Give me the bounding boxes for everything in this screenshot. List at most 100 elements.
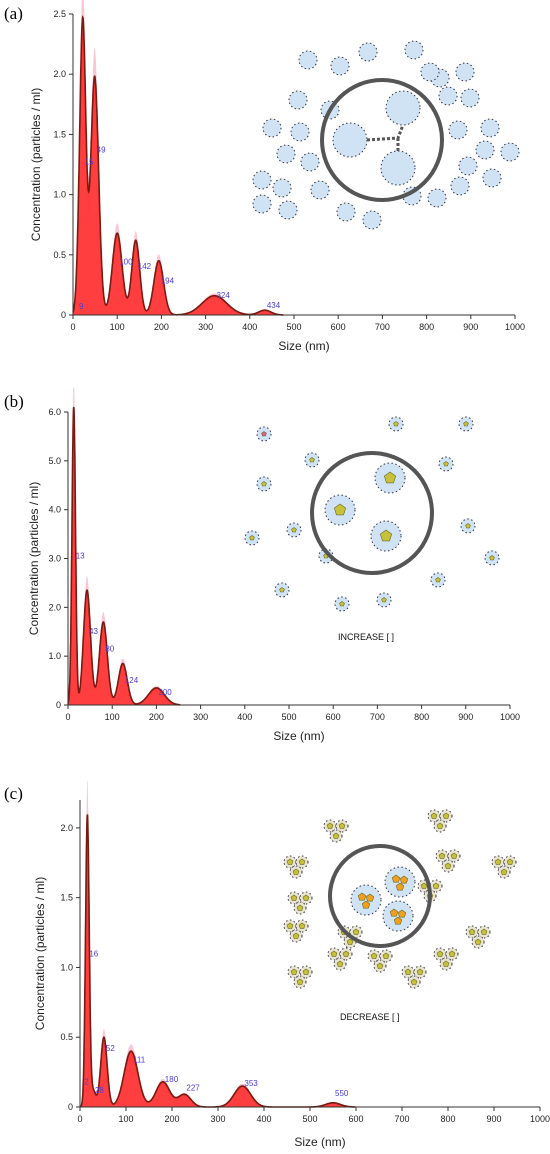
panel-label: (c) (4, 784, 23, 803)
x-tick-label: 1000 (500, 712, 520, 722)
x-tick-label: 100 (118, 1114, 133, 1124)
y-axis-title: Concentration (particles / ml) (29, 88, 43, 241)
x-tick-label: 900 (463, 322, 478, 332)
cargo-shape (302, 968, 310, 975)
small-vesicle (298, 50, 318, 70)
y-tick-label: 0.5 (60, 1032, 73, 1042)
x-tick-label: 200 (164, 1114, 179, 1124)
cargo-shape (302, 894, 310, 901)
peak-label: 49 (97, 145, 106, 154)
cargo-shape (443, 461, 449, 467)
cargo-shape (393, 421, 399, 427)
panel-label: (b) (4, 392, 24, 411)
cargo-shape (430, 812, 438, 819)
x-tick-label: 800 (440, 1114, 455, 1124)
y-tick-label: 1.5 (53, 129, 66, 139)
cargo-shape (292, 932, 300, 939)
x-tick-label: 500 (302, 1114, 317, 1124)
small-vesicle (358, 42, 378, 62)
small-vesicle (427, 188, 447, 208)
x-tick-label: 900 (458, 712, 473, 722)
cargo-shape (286, 922, 294, 929)
size-distribution-chart-a: 0 100 200 300 400 500 600 700 800 900 1000 0 0.5 1.0 1… (29, 0, 525, 353)
peak-label: 124 (125, 676, 139, 685)
cargo-shape (393, 916, 403, 925)
cargo-shape (291, 527, 297, 533)
distribution-line (67, 406, 181, 706)
y-tick-label: 2.0 (60, 823, 73, 833)
cargo-shape (336, 960, 344, 967)
y-tick-label: 2.0 (53, 69, 66, 79)
cargo-shape (339, 601, 345, 607)
cargo-shape (416, 968, 424, 975)
small-vesicle (420, 62, 440, 82)
y-axis-title: Concentration (particles / ml) (33, 877, 47, 1030)
cargo-shape (474, 938, 482, 945)
schematic-caption: DECREASE [ ] (340, 1012, 400, 1022)
small-vesicle (252, 194, 272, 214)
x-tick-label: 300 (210, 1114, 225, 1124)
y-tick-label: 0 (68, 1102, 73, 1112)
small-vesicle (362, 210, 382, 230)
small-vesicle (310, 180, 330, 200)
error-band (80, 780, 356, 1107)
cargo-shape (494, 858, 502, 865)
distribution-area (80, 814, 356, 1107)
small-vesicle (482, 168, 502, 188)
cargo-shape (338, 822, 346, 829)
x-tick-label: 0 (70, 322, 75, 332)
small-vesicle (438, 86, 458, 106)
cargo-shape (506, 858, 514, 865)
small-vesicle (288, 90, 308, 110)
y-tick-label: 1.0 (53, 190, 66, 200)
cargo-shape (379, 529, 393, 542)
peak-label: 434 (267, 301, 281, 310)
small-vesicle (278, 200, 298, 220)
small-vesicle (455, 62, 475, 82)
cargo-shape (389, 908, 399, 917)
cargo-shape (435, 577, 441, 583)
x-tick-label: 400 (256, 1114, 271, 1124)
panel-a: (a) 0 100 200 300 400 500 600 700 800 900 1000 0 0.5… (0, 0, 550, 360)
small-vesicle (500, 142, 520, 162)
size-distribution-chart-c: 0 100 200 300 400 500 600 700 800 900 1000 0 0.5 1.0 1… (33, 780, 550, 1149)
distribution-line (79, 814, 356, 1108)
y-tick-label: 0.5 (53, 250, 66, 260)
y-tick-label: 2.5 (53, 9, 66, 19)
peak-label: 13 (76, 552, 85, 561)
x-tick-label: 900 (486, 1114, 501, 1124)
cargo-shape (442, 812, 450, 819)
x-tick-label: 0 (77, 1114, 82, 1124)
x-tick-label: 1000 (530, 1114, 550, 1124)
cargo-shape (444, 862, 452, 869)
y-tick-label: 3.0 (48, 554, 61, 564)
zoom-circle (310, 451, 434, 575)
peak-label: 353 (244, 1079, 258, 1088)
cargo-shape (391, 874, 401, 883)
cargo-shape (249, 535, 255, 541)
cargo-shape (448, 950, 456, 957)
y-tick-label: 1.5 (60, 893, 73, 903)
x-tick-label: 600 (331, 322, 346, 332)
x-tick-label: 500 (281, 712, 296, 722)
cargo-shape (436, 950, 444, 957)
cargo-shape (342, 950, 350, 957)
x-tick-label: 400 (237, 712, 252, 722)
cargo-shape (261, 431, 267, 437)
large-vesicle (382, 900, 414, 932)
cargo-shape (296, 978, 304, 985)
small-vesicle (475, 140, 495, 160)
peak-label: 227 (186, 1083, 200, 1092)
cargo-shape (365, 893, 375, 902)
cargo-shape (309, 457, 315, 463)
cargo-shape (410, 978, 418, 985)
peak-label: 2 (84, 1078, 89, 1087)
cargo-shape (468, 928, 476, 935)
cargo-shape (395, 882, 405, 891)
peak-label: 111 (133, 1055, 146, 1064)
y-tick-label: 0 (61, 310, 66, 320)
peak-label: 52 (106, 1044, 115, 1053)
x-tick-label: 100 (105, 712, 120, 722)
small-vesicle (404, 40, 424, 60)
peak-label: 324 (216, 291, 230, 300)
